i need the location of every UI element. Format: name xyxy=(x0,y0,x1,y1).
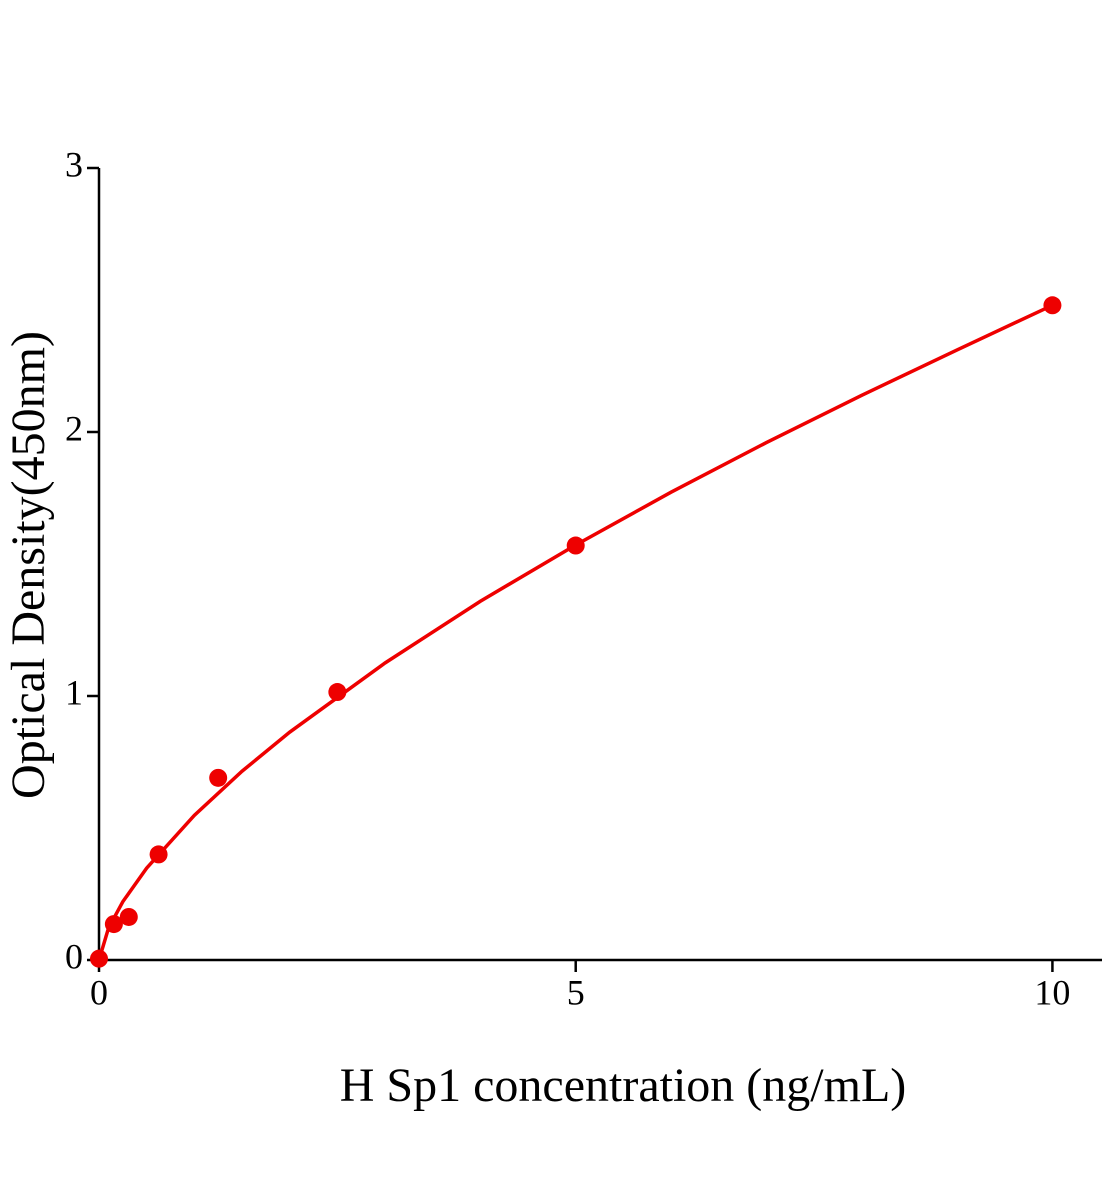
data-point xyxy=(104,915,123,934)
fit-curve xyxy=(97,303,1054,961)
y-tick-label: 3 xyxy=(65,144,83,184)
x-axis-label: H Sp1 concentration (ng/mL) xyxy=(340,1059,907,1112)
data-point xyxy=(566,536,585,555)
x-tick-label: 5 xyxy=(567,972,585,1012)
y-tick-label: 2 xyxy=(65,408,83,448)
x-tick-label: 0 xyxy=(90,972,108,1012)
x-tick-label: 10 xyxy=(1034,972,1070,1012)
y-tick-label: 0 xyxy=(65,936,83,976)
y-axis-label: Optical Density(450nm) xyxy=(2,331,55,799)
data-point xyxy=(119,907,138,926)
data-point xyxy=(149,845,168,864)
data-point xyxy=(209,768,228,787)
data-point xyxy=(1043,296,1062,315)
data-point xyxy=(328,683,347,702)
y-tick-label: 1 xyxy=(65,672,83,712)
data-point xyxy=(90,949,108,968)
